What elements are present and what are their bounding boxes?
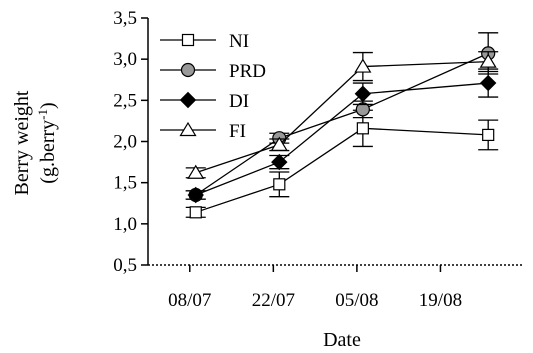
y-tick-label: 1,5: [113, 173, 137, 194]
diamond-marker: [354, 85, 372, 102]
legend: NI PRD DI FI: [160, 31, 266, 142]
y-tick-label: 0,5: [113, 255, 137, 276]
legend-label: FI: [229, 121, 246, 142]
x-axis-title: Date: [323, 329, 361, 351]
legend-label: DI: [229, 91, 249, 112]
legend-label: PRD: [229, 61, 266, 82]
triangle-marker: [179, 121, 197, 137]
triangle-marker: [479, 53, 497, 68]
legend-item-prd: PRD: [160, 61, 266, 82]
series-di: [185, 68, 499, 204]
y-axis-title-close: ): [37, 102, 59, 109]
x-tick-label: 22/07: [252, 290, 295, 311]
x-ticks: 08/07 22/07 05/08 19/08: [168, 265, 462, 311]
y-axis-title-sup: -1: [35, 109, 50, 120]
legend-item-fi: FI: [160, 121, 246, 142]
series-ni: [185, 109, 499, 219]
circle-marker: [180, 62, 196, 78]
series-prd: [185, 32, 499, 203]
triangle-marker: [354, 58, 372, 73]
legend-label: NI: [229, 31, 249, 52]
x-tick-label: 19/08: [419, 290, 462, 311]
triangle-marker: [187, 164, 205, 179]
y-tick-label: 2,0: [113, 132, 137, 153]
y-axis-title: Berry weight (g.berry-1): [11, 90, 59, 195]
y-axis-title-line2: (g.berry-1): [35, 102, 60, 183]
y-tick-label: 1,0: [113, 214, 137, 235]
square-marker: [482, 128, 495, 142]
diamond-marker: [187, 186, 204, 204]
diamond-marker: [479, 74, 497, 92]
triangle-marker: [270, 136, 288, 151]
series-layer: [185, 32, 499, 219]
legend-item-ni: NI: [160, 31, 249, 52]
y-ticks: 0,5 1,0 1,5 2,0 2,5 3,0 3,5: [113, 8, 148, 276]
square-marker: [181, 33, 195, 47]
x-tick-label: 05/08: [335, 290, 378, 311]
y-axis-title-line1: Berry weight: [11, 90, 33, 195]
square-marker: [189, 206, 202, 219]
legend-item-di: DI: [160, 91, 249, 112]
x-tick-label: 08/07: [168, 290, 211, 311]
y-tick-label: 3,5: [113, 8, 137, 29]
square-marker: [273, 178, 286, 191]
series-line: [195, 60, 489, 174]
diamond-marker: [271, 153, 288, 171]
y-tick-label: 2,5: [113, 90, 137, 111]
series-fi: [185, 51, 499, 179]
series-line: [195, 127, 489, 213]
y-axis-title-unit: (g.berry: [37, 120, 59, 184]
series-line: [195, 52, 489, 196]
square-marker: [356, 122, 369, 135]
diamond-marker: [179, 91, 197, 109]
y-tick-label: 3,0: [113, 49, 137, 70]
series-line: [195, 82, 489, 196]
